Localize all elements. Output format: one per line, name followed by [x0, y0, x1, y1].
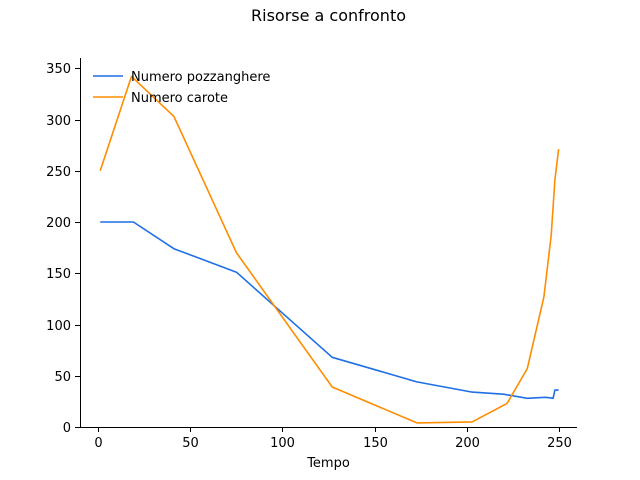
y-tick-label: 200: [46, 216, 71, 231]
series-line-1: [100, 221, 559, 400]
y-tick-label: 100: [46, 319, 71, 334]
x-axis-label: Tempo: [306, 456, 350, 471]
y-tick-label: 300: [46, 114, 71, 129]
legend-label-2: Numero carote: [131, 91, 228, 106]
y-tick-label: 50: [54, 370, 71, 385]
x-tick-label: 150: [363, 436, 388, 451]
y-ticks: 0 50 100 150 200 250 300 350: [46, 62, 80, 436]
legend-label-1: Numero pozzanghere: [131, 70, 270, 85]
legend: Numero pozzanghere Numero carote: [93, 70, 270, 106]
y-tick-label: 250: [46, 165, 71, 180]
x-ticks: 0 50 100 150 200 250: [94, 427, 572, 451]
x-tick-label: 200: [455, 436, 480, 451]
x-tick-label: 100: [270, 436, 295, 451]
y-tick-label: 0: [63, 421, 71, 436]
chart-title: Risorse a confronto: [251, 6, 406, 25]
series-layer: [99, 75, 560, 424]
x-tick-label: 0: [94, 436, 102, 451]
y-tick-label: 150: [46, 267, 71, 282]
series-line-2: [99, 75, 560, 424]
x-tick-label: 50: [182, 436, 199, 451]
y-tick-label: 350: [46, 62, 71, 77]
x-tick-label: 250: [547, 436, 572, 451]
